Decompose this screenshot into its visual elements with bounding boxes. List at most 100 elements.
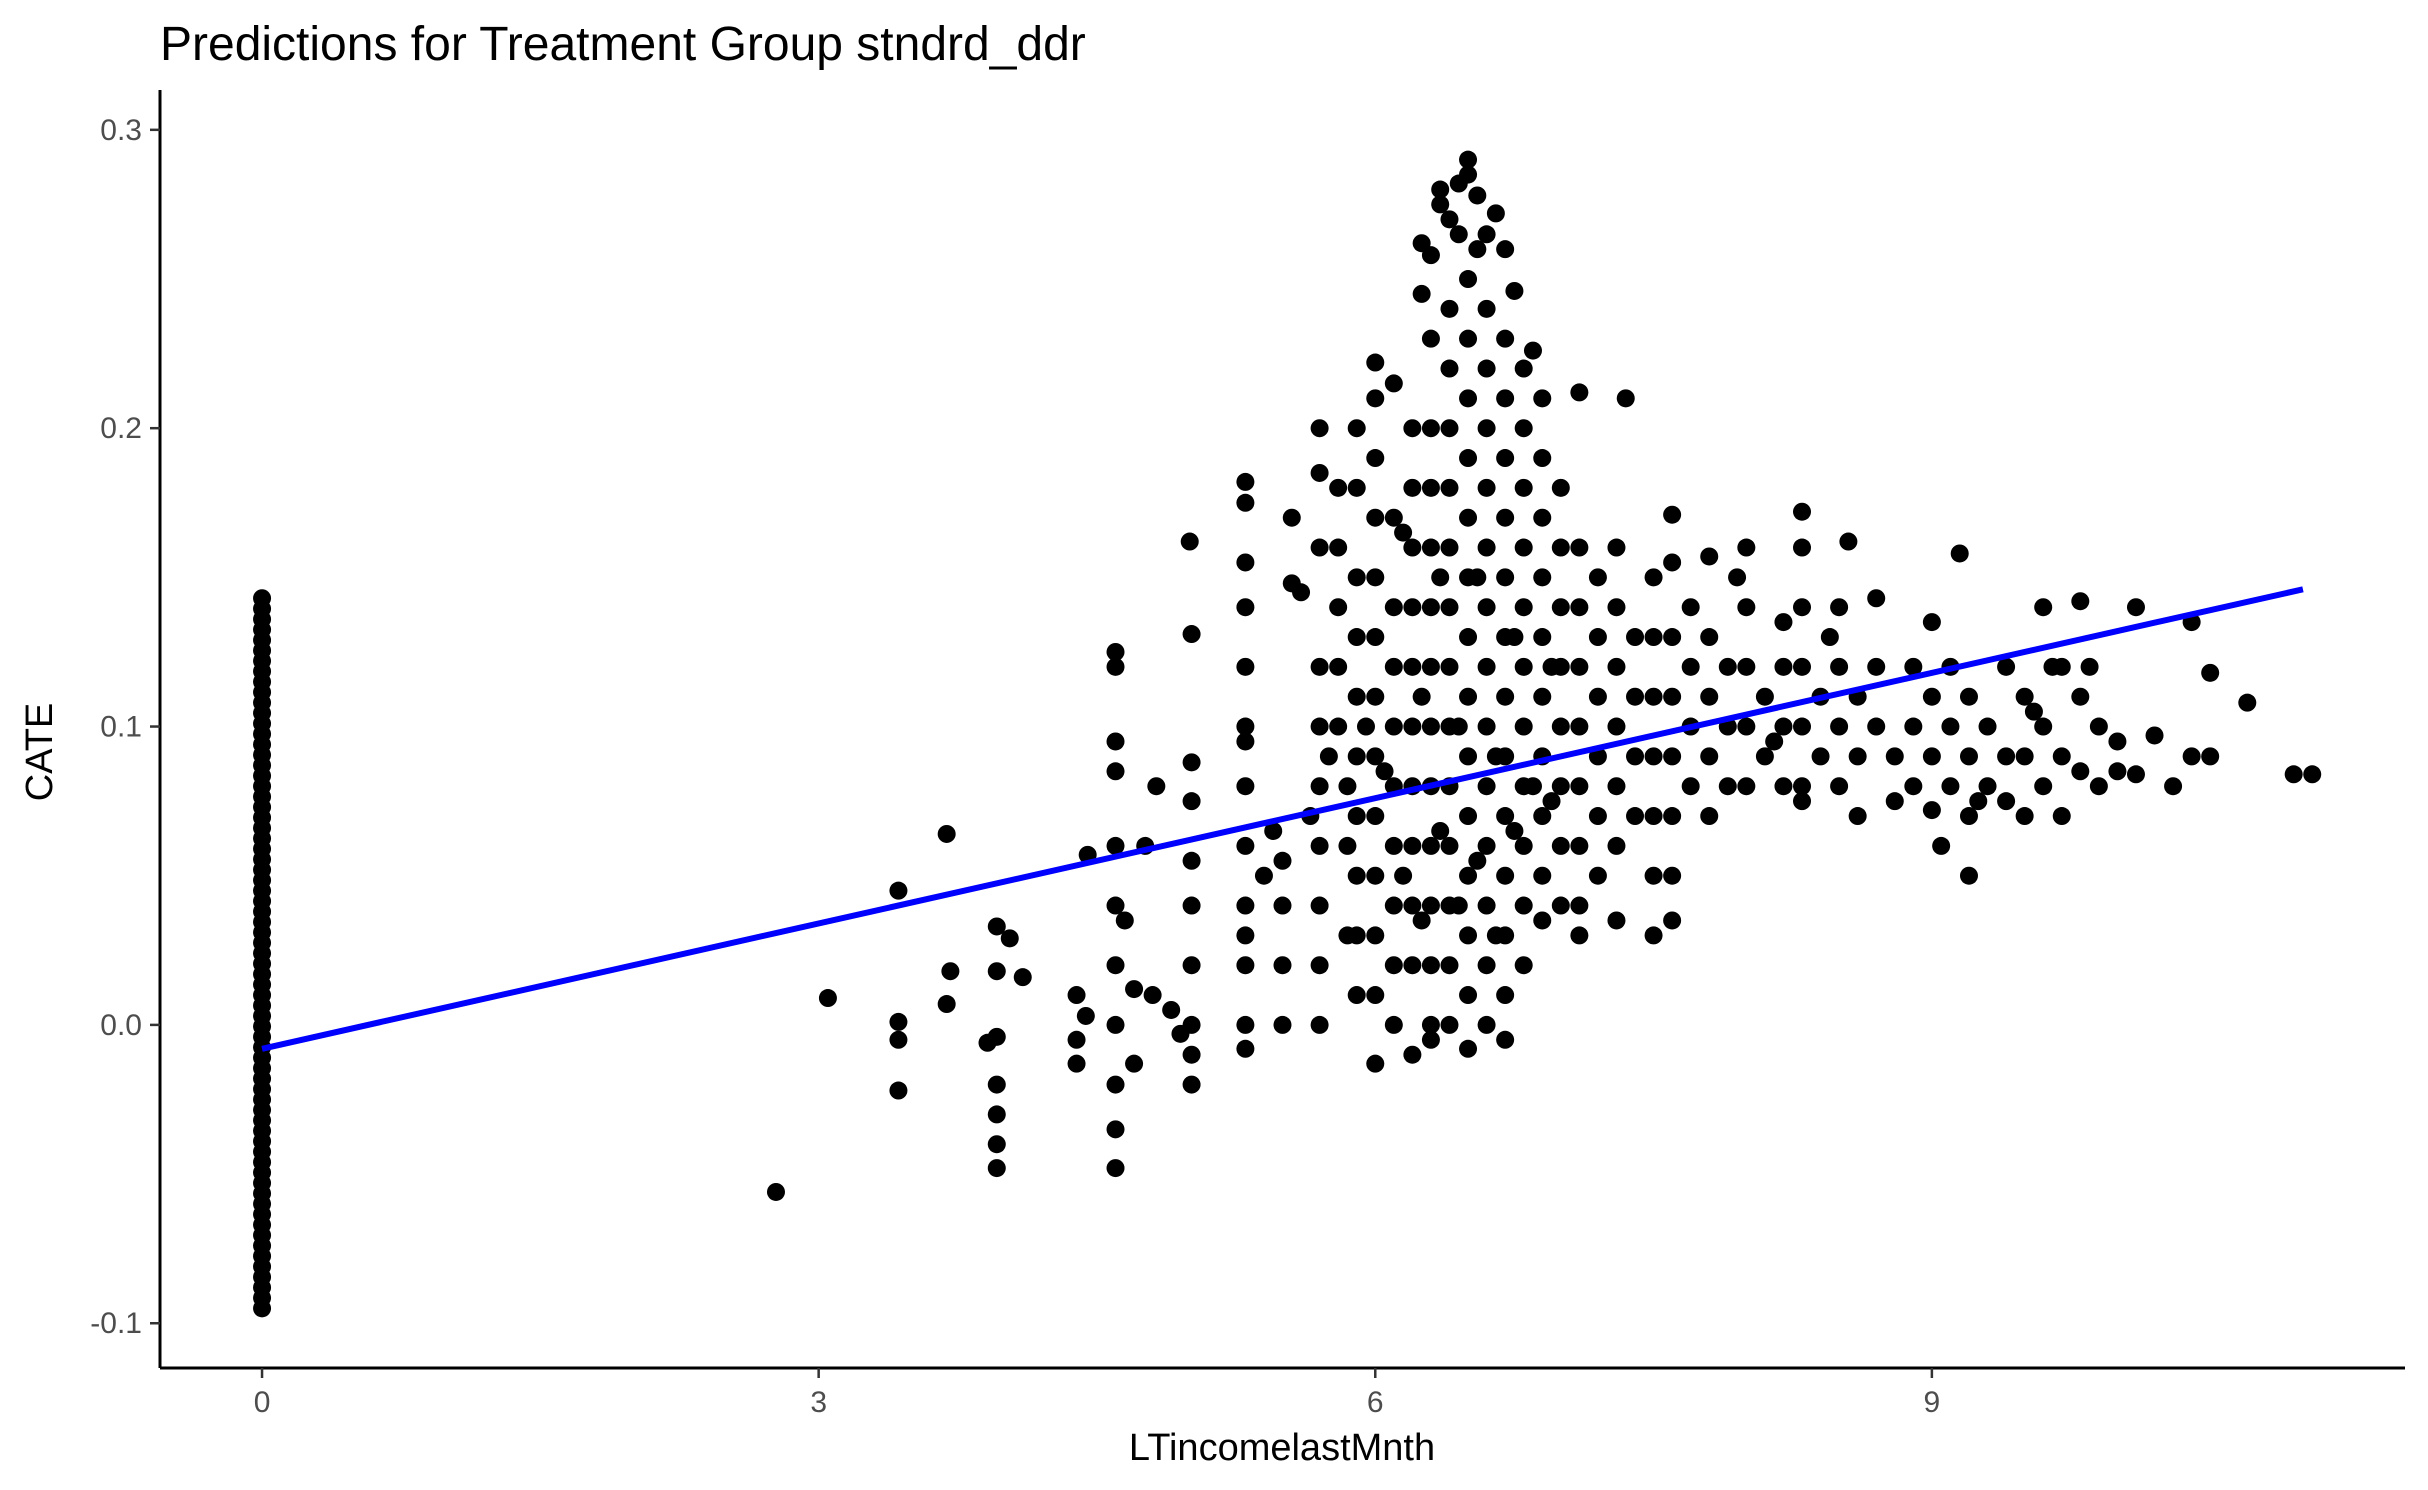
data-point [1663, 553, 1682, 572]
data-point [1106, 1075, 1125, 1094]
data-point [1607, 598, 1626, 617]
data-point [1403, 896, 1422, 915]
data-point [1013, 968, 1032, 987]
data-point [1459, 150, 1478, 169]
trend-line [261, 586, 2304, 1052]
data-point [2284, 765, 2303, 784]
data-point [1523, 777, 1542, 796]
data-point [1941, 717, 1960, 736]
data-point [1421, 478, 1440, 497]
data-point [1067, 986, 1086, 1005]
data-point [1366, 747, 1385, 766]
data-point [1867, 657, 1886, 676]
data-point [1644, 568, 1663, 587]
data-point [1366, 986, 1385, 1005]
data-point [1236, 896, 1255, 915]
data-point [1459, 747, 1478, 766]
data-point [1106, 1159, 1125, 1178]
data-point [1885, 792, 1904, 811]
data-point [2015, 687, 2034, 706]
data-point [1793, 717, 1812, 736]
data-point [1570, 926, 1589, 945]
data-point [1366, 389, 1385, 408]
data-point [1162, 1000, 1181, 1019]
data-point [1459, 270, 1478, 289]
data-point [1366, 866, 1385, 885]
data-point [1514, 419, 1533, 438]
data-point [1440, 419, 1459, 438]
data-point [1551, 717, 1570, 736]
data-point [2145, 726, 2164, 745]
data-point [1310, 896, 1329, 915]
data-point [1793, 598, 1812, 617]
data-point [1254, 866, 1273, 885]
data-point [1236, 493, 1255, 512]
data-point [1384, 374, 1403, 393]
data-point [1477, 1015, 1496, 1034]
data-point [1626, 628, 1645, 647]
data-point [1459, 986, 1478, 1005]
data-point [1477, 836, 1496, 855]
data-point [937, 995, 956, 1014]
data-point [1440, 598, 1459, 617]
data-point [1700, 628, 1719, 647]
data-point [1607, 836, 1626, 855]
data-point [1496, 329, 1515, 348]
data-point [1403, 956, 1422, 975]
data-point [1106, 762, 1125, 781]
data-point [1236, 732, 1255, 751]
data-point [1514, 956, 1533, 975]
data-point [1505, 628, 1524, 647]
data-point [1421, 1015, 1440, 1034]
data-point [1106, 1120, 1125, 1139]
data-point [1347, 807, 1366, 826]
data-point [2126, 765, 2145, 784]
data-point [1755, 747, 1774, 766]
data-point [1356, 717, 1375, 736]
data-point [2034, 598, 2053, 617]
data-point [1997, 747, 2016, 766]
data-point [1533, 508, 1552, 527]
data-point [1700, 747, 1719, 766]
data-point [1421, 538, 1440, 557]
data-point [1765, 732, 1784, 751]
data-point [987, 1135, 1006, 1154]
data-point [1820, 628, 1839, 647]
data-point [1542, 792, 1561, 811]
data-point [1106, 642, 1125, 661]
data-point [1848, 807, 1867, 826]
data-point [1830, 777, 1849, 796]
data-point [1431, 180, 1450, 199]
data-point [1384, 1015, 1403, 1034]
data-point [1922, 801, 1941, 820]
data-point [1449, 717, 1468, 736]
data-point [1459, 687, 1478, 706]
data-point [1830, 598, 1849, 617]
data-point [1663, 505, 1682, 524]
data-point [1496, 240, 1515, 259]
data-point [1375, 762, 1394, 781]
data-point [1867, 589, 1886, 608]
data-point [1496, 568, 1515, 587]
data-point [941, 962, 960, 981]
data-point [1959, 866, 1978, 885]
data-point [1969, 792, 1988, 811]
data-point [1310, 538, 1329, 557]
data-point [1347, 478, 1366, 497]
data-point [1477, 956, 1496, 975]
data-point [1496, 449, 1515, 468]
data-point [1523, 341, 1542, 360]
data-point [1728, 568, 1747, 587]
data-point [1551, 836, 1570, 855]
data-point [1551, 777, 1570, 796]
data-point [1403, 657, 1422, 676]
data-point [1182, 896, 1201, 915]
data-point [1347, 866, 1366, 885]
data-point [1663, 747, 1682, 766]
data-point [1570, 598, 1589, 617]
data-point [1644, 807, 1663, 826]
data-point [1459, 807, 1478, 826]
data-point [1143, 986, 1162, 1005]
data-point [1922, 613, 1941, 632]
data-point [1182, 1075, 1201, 1094]
